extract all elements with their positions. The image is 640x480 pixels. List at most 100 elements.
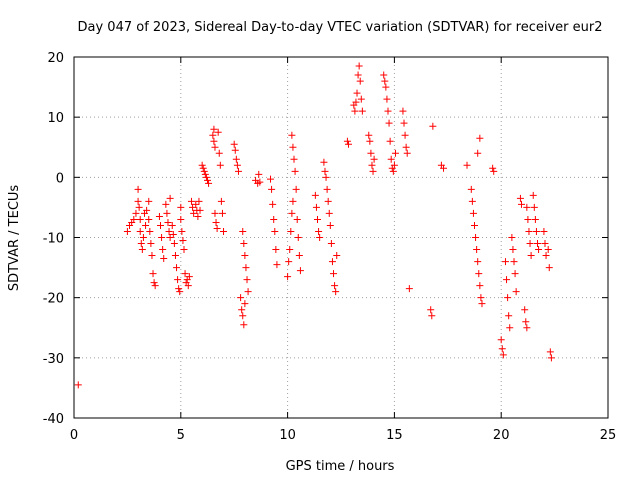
data-point <box>478 300 486 308</box>
data-point <box>468 197 476 205</box>
data-point <box>189 203 197 211</box>
data-point <box>233 161 241 169</box>
data-point <box>135 203 143 211</box>
data-point <box>508 234 516 241</box>
data-point <box>217 197 225 205</box>
data-point <box>523 203 531 211</box>
x-tick-label: 15 <box>386 428 403 443</box>
data-point <box>204 176 211 184</box>
data-point <box>74 381 82 389</box>
data-point <box>474 258 482 266</box>
data-point <box>232 155 240 163</box>
data-point <box>176 288 184 296</box>
data-point <box>165 227 173 235</box>
data-point <box>427 306 435 314</box>
data-point <box>504 294 512 302</box>
data-point <box>332 288 340 296</box>
data-point <box>467 185 475 193</box>
data-point <box>149 270 157 278</box>
data-point <box>542 252 550 260</box>
data-point <box>209 131 217 139</box>
data-point <box>215 149 223 157</box>
data-point <box>525 227 533 235</box>
data-point <box>382 83 390 91</box>
data-point <box>211 209 219 217</box>
data-point <box>192 200 200 208</box>
data-point <box>205 179 213 187</box>
data-point <box>401 131 409 139</box>
data-point <box>400 119 408 127</box>
data-point <box>271 227 279 235</box>
data-point <box>239 312 247 320</box>
data-point <box>241 252 249 260</box>
data-point <box>546 348 554 356</box>
data-point <box>321 167 329 175</box>
data-point <box>316 234 324 241</box>
data-point <box>369 167 377 175</box>
data-point <box>288 209 296 217</box>
data-point <box>517 200 525 208</box>
y-tick-label: -30 <box>43 352 64 367</box>
data-point <box>142 221 150 229</box>
data-point <box>322 173 330 181</box>
data-markers <box>74 62 555 389</box>
data-point <box>146 227 154 235</box>
data-point <box>327 240 335 248</box>
data-point <box>287 227 295 235</box>
data-point <box>256 178 264 186</box>
chart-title: Day 047 of 2023, Sidereal Day-to-day VTE… <box>78 20 603 35</box>
data-point <box>202 173 210 181</box>
data-point <box>239 227 247 235</box>
y-tick-label: -40 <box>43 412 64 427</box>
data-point <box>473 246 481 254</box>
data-point <box>201 170 209 178</box>
data-point <box>132 209 140 217</box>
data-point <box>357 95 365 103</box>
data-point <box>383 95 391 103</box>
data-point <box>187 197 195 205</box>
data-point <box>498 345 506 353</box>
y-tick-label: -10 <box>43 232 64 247</box>
data-point <box>463 161 471 169</box>
data-point <box>529 191 537 199</box>
data-point <box>535 246 543 254</box>
data-point <box>139 234 147 241</box>
data-point <box>195 197 203 205</box>
data-point <box>242 264 250 272</box>
data-point <box>286 246 294 254</box>
data-point <box>325 209 333 217</box>
data-point <box>505 312 513 320</box>
data-point <box>405 285 413 293</box>
data-point <box>530 203 538 211</box>
data-point <box>351 107 359 115</box>
data-point <box>292 185 300 193</box>
data-point <box>138 246 146 254</box>
axis-ticks <box>73 56 609 419</box>
x-tick-label: 0 <box>70 428 78 443</box>
data-point <box>284 273 292 281</box>
data-point <box>355 62 363 70</box>
data-point <box>509 246 517 254</box>
data-point <box>545 264 553 272</box>
data-point <box>190 209 198 217</box>
data-point <box>243 276 251 284</box>
data-point <box>523 324 531 332</box>
data-point <box>512 288 520 296</box>
data-point <box>173 264 181 272</box>
data-point <box>472 234 480 241</box>
y-tick-label: 0 <box>56 171 64 186</box>
data-point <box>368 161 376 169</box>
data-point <box>166 194 174 202</box>
x-tick-label: 20 <box>493 428 510 443</box>
data-point <box>428 312 436 320</box>
data-point <box>534 240 542 248</box>
data-point <box>234 167 242 175</box>
data-point <box>320 158 328 166</box>
data-point <box>162 200 170 208</box>
data-point <box>290 155 298 163</box>
data-point <box>353 89 361 97</box>
data-point <box>474 149 482 157</box>
data-point <box>354 71 362 79</box>
data-point <box>168 221 176 229</box>
